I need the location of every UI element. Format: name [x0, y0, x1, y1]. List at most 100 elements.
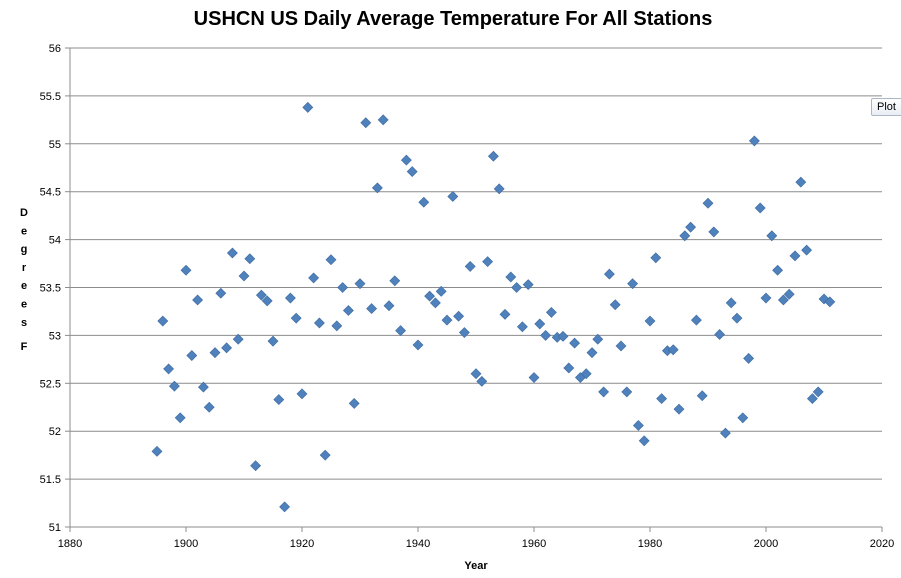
- data-point: [284, 292, 296, 304]
- data-points: [151, 101, 836, 513]
- data-point: [598, 386, 610, 398]
- y-tick-label: 54.5: [40, 187, 61, 199]
- y-tick-label: 53.5: [40, 283, 61, 295]
- data-point: [493, 183, 505, 195]
- y-tick-label: 56: [49, 43, 61, 55]
- y-axis-title-letter: s: [21, 317, 27, 329]
- data-point: [476, 375, 488, 387]
- data-point: [279, 501, 291, 513]
- data-point: [221, 342, 233, 354]
- data-point: [470, 368, 482, 380]
- data-point: [679, 230, 691, 242]
- data-point: [395, 325, 407, 337]
- data-point: [418, 196, 430, 208]
- data-point: [696, 390, 708, 402]
- data-point: [557, 330, 569, 342]
- x-tick-label: 1920: [290, 538, 314, 550]
- y-axis-title-letter: e: [21, 299, 27, 311]
- data-point: [545, 306, 557, 318]
- data-point: [464, 260, 476, 272]
- data-point: [702, 197, 714, 209]
- data-point: [812, 386, 824, 398]
- data-point: [447, 191, 459, 202]
- data-point: [360, 117, 372, 129]
- x-axis-title: Year: [464, 560, 488, 572]
- data-point: [331, 320, 343, 332]
- data-point: [725, 297, 737, 309]
- data-point: [348, 397, 360, 409]
- data-point: [197, 381, 209, 393]
- data-point: [435, 285, 447, 297]
- data-point: [795, 176, 807, 188]
- data-point: [766, 230, 778, 242]
- data-point: [308, 272, 320, 284]
- data-point: [743, 352, 755, 364]
- data-point: [412, 339, 424, 351]
- data-point: [226, 247, 238, 259]
- data-point: [441, 314, 453, 326]
- data-point: [708, 226, 720, 238]
- data-point: [731, 312, 743, 324]
- data-point: [377, 114, 389, 126]
- data-point: [453, 310, 465, 322]
- data-point: [267, 335, 279, 347]
- data-point: [783, 288, 795, 300]
- data-point: [748, 135, 760, 147]
- data-point: [250, 460, 262, 472]
- data-point: [522, 279, 534, 291]
- data-point: [650, 252, 662, 264]
- data-point: [203, 401, 215, 413]
- data-point: [505, 271, 517, 283]
- data-point: [406, 166, 418, 178]
- data-point: [603, 268, 615, 280]
- chart-title: USHCN US Daily Average Temperature For A…: [194, 8, 713, 30]
- data-point: [180, 264, 192, 276]
- data-point: [313, 317, 325, 329]
- data-point: [273, 394, 285, 406]
- data-point: [569, 337, 581, 349]
- y-axis-title-letter: e: [21, 280, 27, 292]
- data-point: [192, 294, 204, 306]
- data-point: [366, 303, 378, 315]
- data-point: [656, 393, 668, 405]
- plot-button[interactable]: Plot: [871, 98, 901, 116]
- y-tick-label: 52: [49, 426, 61, 438]
- y-axis-title-letter: g: [21, 244, 28, 256]
- data-point: [157, 315, 169, 327]
- data-point: [534, 318, 546, 330]
- x-tick-label: 1940: [406, 538, 430, 550]
- x-tick-labels: 1880 1900 1920 1940 1960 1980 2000 2020: [58, 538, 894, 550]
- x-tick-label: 1960: [522, 538, 546, 550]
- data-point: [627, 278, 639, 290]
- data-point: [760, 292, 772, 304]
- data-point: [424, 290, 436, 302]
- y-tick-label: 52.5: [40, 378, 61, 390]
- data-point: [563, 362, 575, 374]
- data-point: [667, 344, 679, 356]
- gridlines: [70, 47, 882, 480]
- data-point: [806, 393, 818, 405]
- data-point: [371, 182, 383, 194]
- data-point: [215, 287, 227, 299]
- data-point: [580, 368, 592, 380]
- data-point: [487, 150, 499, 162]
- data-point: [354, 278, 366, 290]
- data-point: [632, 420, 644, 431]
- x-tick-label: 1880: [58, 538, 82, 550]
- data-point: [429, 297, 441, 309]
- data-point: [319, 449, 331, 461]
- data-point: [458, 327, 470, 338]
- y-tick-label: 51.5: [40, 474, 61, 486]
- data-point: [516, 321, 528, 333]
- x-tick-label: 1980: [638, 538, 662, 550]
- data-point: [296, 388, 308, 400]
- data-point: [777, 294, 789, 306]
- data-point: [209, 347, 221, 359]
- data-point: [325, 254, 337, 266]
- y-tick-label: 54: [49, 235, 61, 247]
- data-point: [186, 350, 198, 361]
- y-tick-labels: 51 51.5 52 52.5 53 53.5 54 54.5 55 55.5 56: [40, 43, 61, 534]
- data-point: [609, 299, 621, 311]
- data-point: [621, 386, 633, 398]
